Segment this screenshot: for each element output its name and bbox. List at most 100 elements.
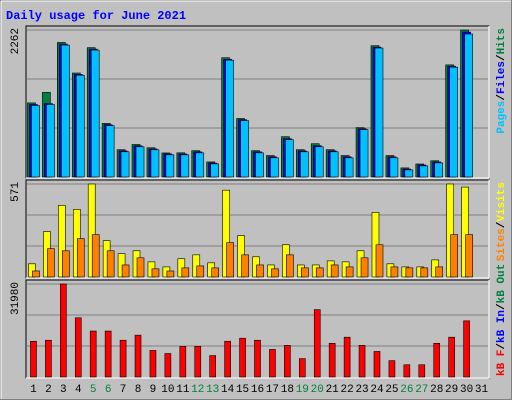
x-tick-label: 20: [311, 384, 324, 396]
bar: [226, 242, 234, 278]
bar: [328, 343, 336, 378]
bar: [45, 339, 52, 378]
bar: [209, 355, 216, 378]
bar: [119, 339, 127, 378]
legend-entry: kB Out: [496, 264, 508, 304]
bar: [269, 349, 276, 378]
legend-entry: Pages: [496, 101, 508, 134]
bar: [358, 345, 366, 378]
bar: [450, 234, 458, 278]
x-tick-label: 6: [105, 384, 112, 396]
bar: [299, 358, 306, 378]
legend-entry: Visits: [496, 182, 508, 222]
bar: [434, 162, 444, 178]
bar: [390, 266, 399, 278]
x-tick-label: 2: [45, 384, 52, 396]
bar: [210, 163, 219, 178]
bar: [89, 330, 97, 378]
x-tick-label: 7: [120, 384, 127, 396]
bar: [149, 350, 157, 378]
x-tick-label: 19: [296, 384, 309, 396]
bar: [300, 151, 309, 178]
bar: [224, 340, 231, 378]
bar: [105, 125, 115, 178]
bar: [239, 337, 246, 378]
chart-title: Daily usage for June 2021: [6, 9, 186, 23]
x-tick-label: 12: [191, 384, 204, 396]
bar: [389, 157, 399, 178]
bar: [419, 165, 429, 178]
bar: [345, 266, 354, 278]
side-legend: Pages/Files/Hits: [496, 28, 508, 134]
bar: [404, 169, 414, 178]
legend-entry: Hits: [496, 28, 508, 54]
x-tick-label: 14: [221, 384, 235, 396]
bar: [373, 351, 381, 378]
bar: [180, 154, 190, 178]
bar: [420, 267, 429, 278]
bar: [315, 267, 324, 278]
bar: [31, 105, 40, 178]
bar: [211, 267, 219, 278]
bar: [284, 345, 291, 378]
y-max-label: 31980: [10, 282, 22, 315]
bar: [28, 263, 36, 278]
bar: [405, 267, 414, 278]
bar: [30, 340, 37, 378]
legend-entry: kB In: [496, 310, 508, 343]
x-tick-label: 8: [135, 384, 142, 396]
x-tick-label: 23: [355, 384, 368, 396]
bar: [446, 183, 454, 278]
bar: [194, 346, 202, 378]
bar: [270, 157, 279, 178]
bar: [465, 234, 473, 278]
bar: [435, 266, 444, 278]
x-tick-label: 27: [415, 384, 428, 396]
x-tick-label: 11: [176, 384, 190, 396]
bar: [74, 317, 82, 378]
legend-entry: kB F: [496, 350, 508, 376]
bar: [464, 33, 473, 178]
bar: [240, 120, 249, 178]
bar: [181, 267, 190, 278]
x-tick-label: 4: [75, 384, 82, 396]
bar: [418, 364, 426, 378]
bar: [179, 346, 187, 378]
legend-separator: /: [496, 303, 508, 310]
bar: [120, 151, 130, 178]
bar: [254, 339, 261, 378]
bar: [344, 157, 354, 178]
bar: [58, 205, 66, 278]
y-max-label: 571: [10, 182, 22, 202]
x-tick-label: 22: [341, 384, 354, 396]
legend-separator: /: [496, 343, 508, 350]
legend-separator: /: [496, 94, 508, 101]
x-tick-label: 5: [90, 384, 97, 396]
x-tick-label: 17: [266, 384, 279, 396]
x-tick-label: 15: [236, 384, 249, 396]
bar: [285, 139, 294, 178]
bar: [60, 283, 67, 378]
y-max-label: 2262: [10, 28, 22, 54]
bar: [388, 360, 396, 378]
x-tick-label: 24: [370, 384, 384, 396]
x-tick-label: 16: [251, 384, 264, 396]
bar: [150, 149, 160, 178]
bar: [196, 265, 205, 278]
bar: [165, 154, 175, 178]
bar: [256, 264, 264, 278]
bar: [164, 353, 172, 378]
x-tick-label: 18: [281, 384, 294, 396]
x-tick-label: 10: [161, 384, 174, 396]
x-tick-label: 26: [400, 384, 413, 396]
bar: [359, 129, 369, 178]
bar: [61, 44, 70, 178]
bar: [241, 254, 249, 278]
x-tick-label: 30: [460, 384, 473, 396]
bar: [166, 270, 175, 278]
bar: [136, 257, 145, 278]
side-legend: kB F/kB In/kB Out: [496, 264, 508, 376]
x-tick-label: 9: [150, 384, 157, 396]
bar: [134, 334, 142, 378]
